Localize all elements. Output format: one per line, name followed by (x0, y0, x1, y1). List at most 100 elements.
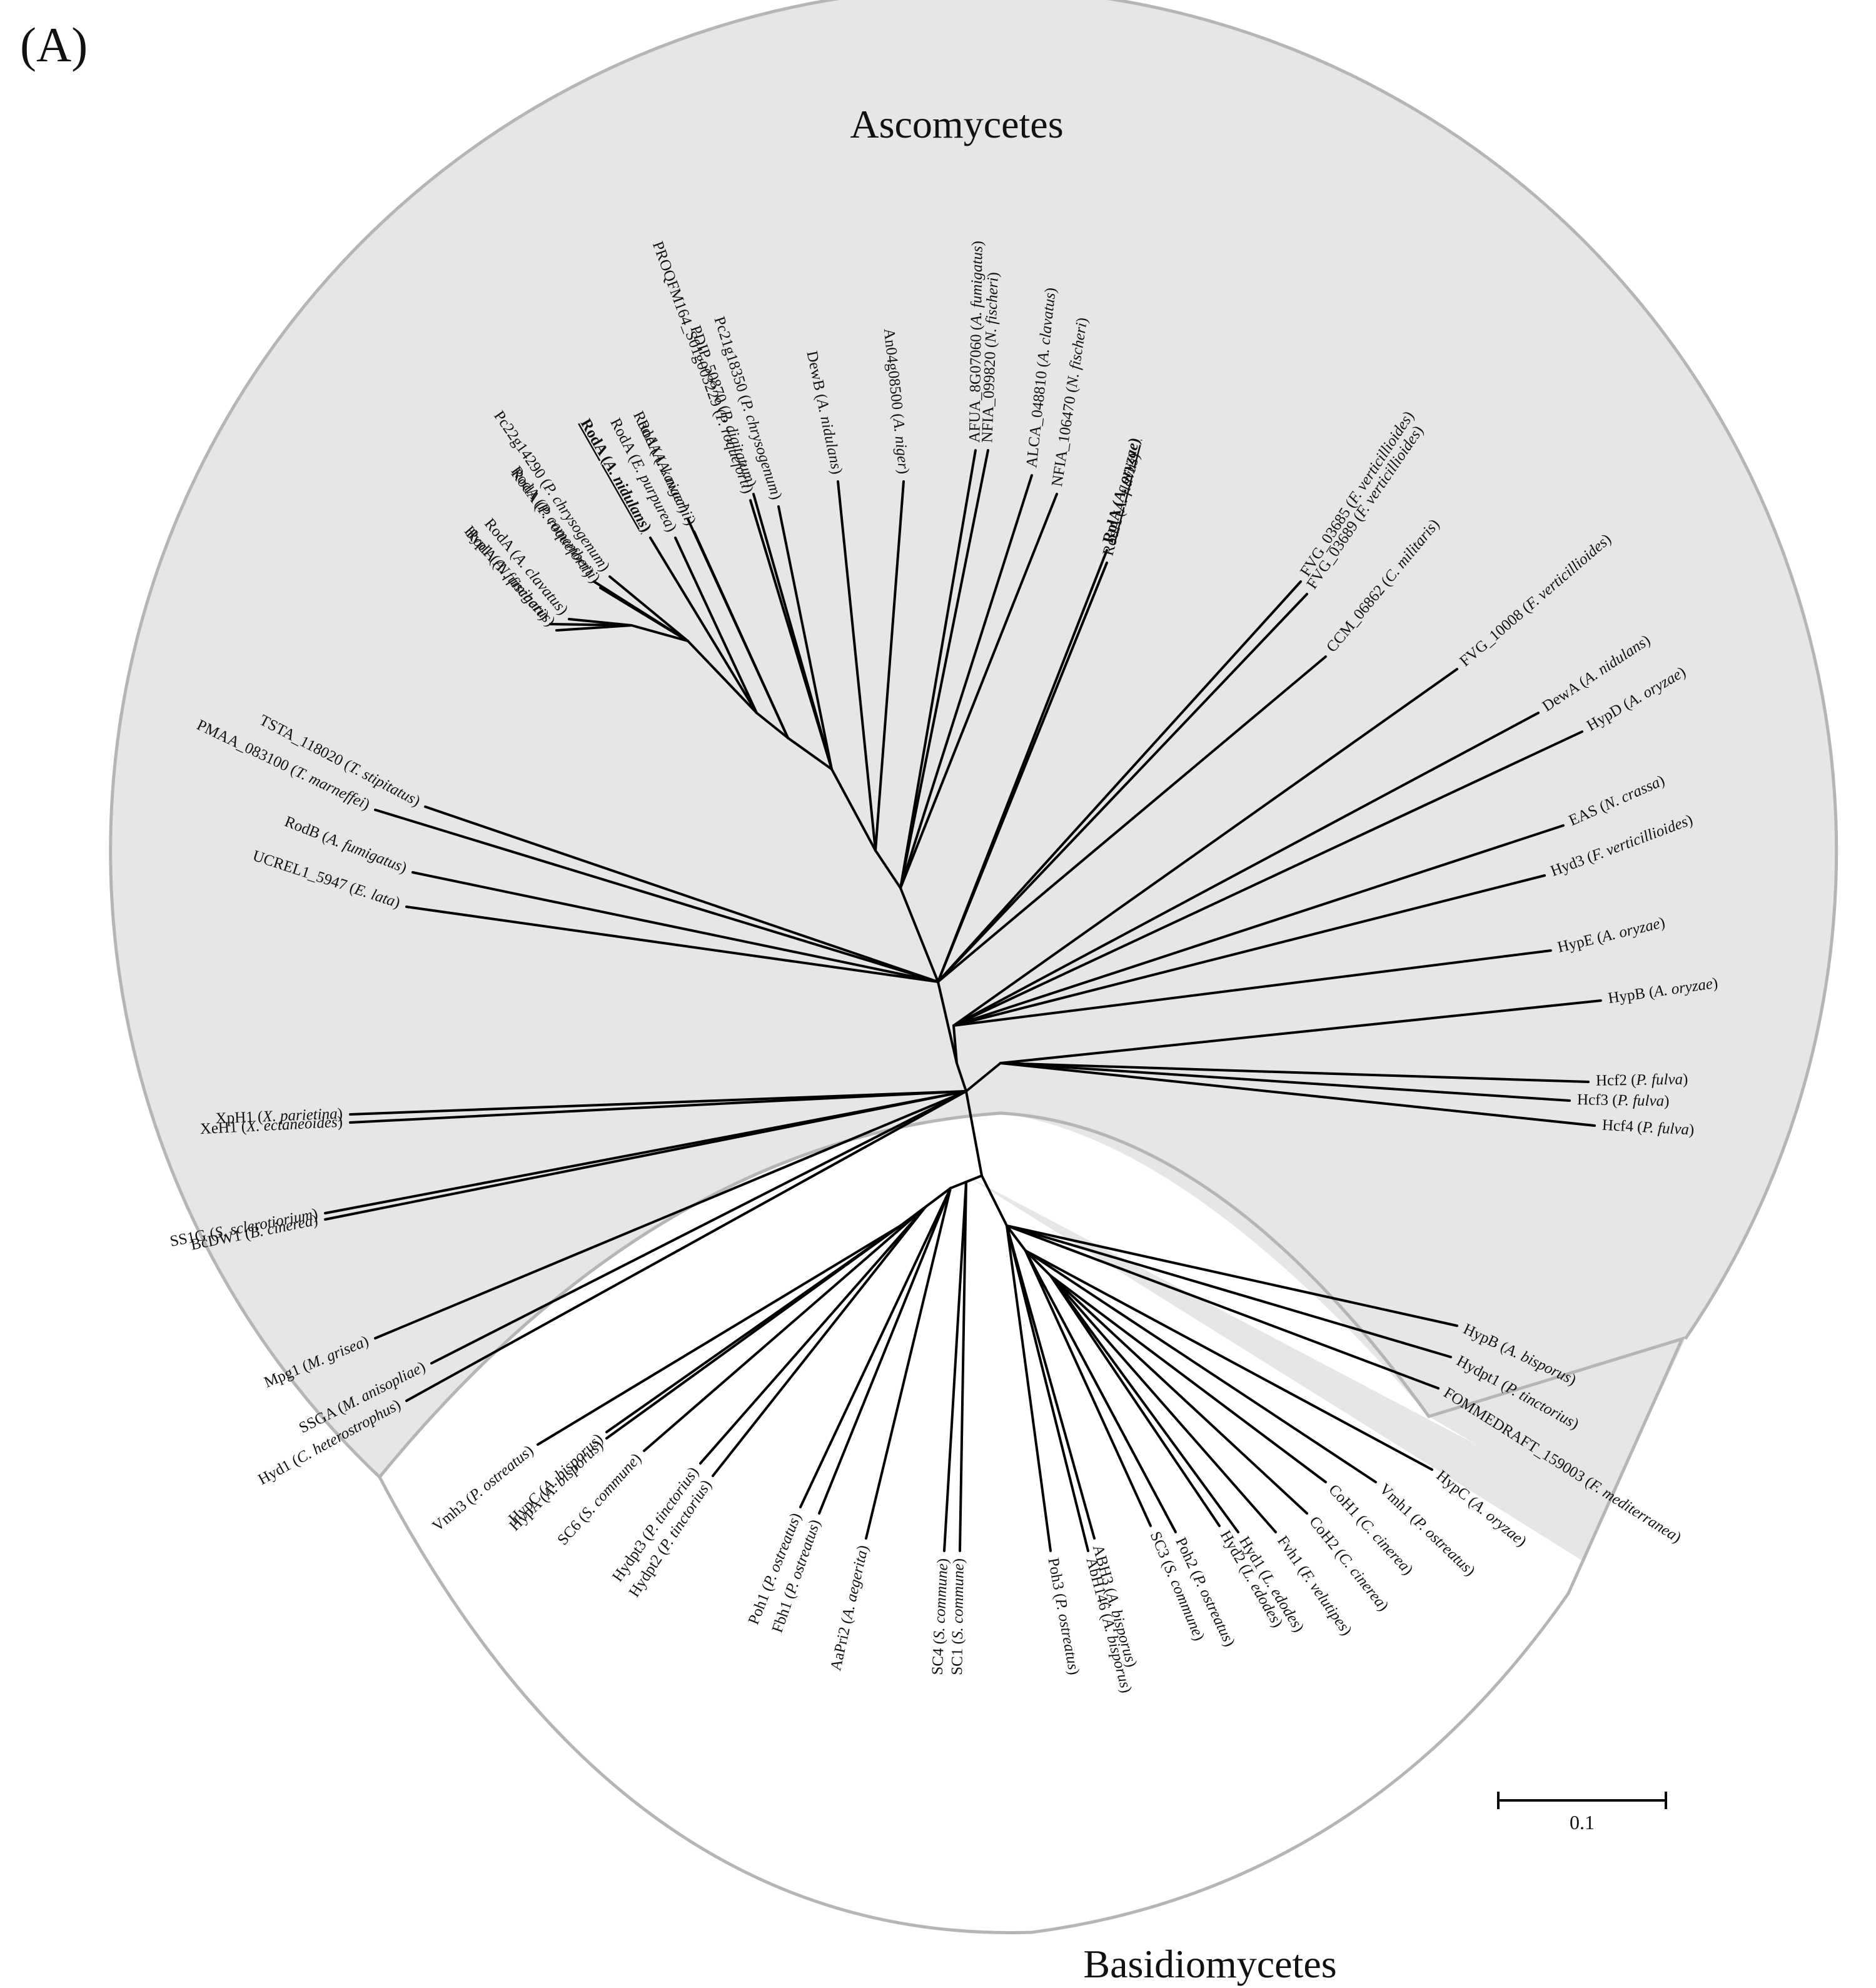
branch-r1-r2 (956, 1062, 967, 1092)
branch-r1-ssga (430, 1090, 967, 1365)
panel-label: (A) (20, 18, 88, 72)
leaf-label-hcf4: Hcf4 (P. fulva) (1601, 1116, 1695, 1138)
leaf-gene: AaPri2 (827, 1625, 854, 1672)
branch-b0-b4 (965, 1174, 983, 1183)
leaf-gene: Hcf2 (1596, 1072, 1627, 1089)
branch-b4-sc4 (943, 1181, 967, 1552)
branch-r3-ccm (937, 655, 1327, 983)
branch-b3-coh1 (1049, 1274, 1327, 1483)
leaf-gene: Fbh1 (769, 1599, 795, 1635)
leaf-species: P. fulva (1635, 1071, 1683, 1088)
branch-rs2-hcf3 (999, 1062, 1571, 1102)
branch-r5-an04 (874, 480, 905, 852)
branch-r4-afua (899, 449, 977, 889)
branch-b3-hyd2_lede (1049, 1274, 1221, 1527)
branch-rs2-hcf2 (999, 1062, 1590, 1083)
group-label-basidiomycetes: Basidiomycetes (1083, 1942, 1336, 1986)
leaf-label-hcf3: Hcf3 (P. fulva) (1577, 1091, 1670, 1109)
branch-rs2-hcf4 (999, 1062, 1596, 1127)
branch-r8-roda_anid (649, 537, 758, 714)
leaf-species: S. commune (949, 1563, 967, 1639)
leaf-species: A. fumigatus (968, 246, 986, 326)
branch-b2-poh2 (1024, 1249, 1177, 1533)
leaf-species: P. ostreatus (466, 1445, 533, 1505)
leaf-gene: Poh3 (1045, 1557, 1067, 1591)
branch-b4-sc1 (959, 1181, 967, 1552)
leaf-label-aapri2: AaPri2 (A. aegerita) (827, 1543, 872, 1672)
branch-rs1-hyd3 (952, 874, 1546, 1027)
branch-r3-pmaa (374, 809, 939, 983)
branch-b5-aapri2 (865, 1187, 952, 1540)
branch-b1-fommed (1006, 1224, 1440, 1390)
branch-r1-mpg1 (374, 1090, 967, 1340)
branch-b5-poh1 (799, 1187, 952, 1508)
branch-r3-rodb (411, 871, 939, 983)
leaf-species: A. aegerita (839, 1549, 870, 1622)
branch-r5-dewb (837, 480, 877, 852)
branch-r6-pdip (752, 493, 833, 770)
basidiomycetes-boundary-ring (378, 1111, 1685, 1935)
group-label-ascomycetes: Ascomycetes (850, 102, 1063, 146)
branch-b0-b1 (981, 1174, 1008, 1227)
leaf-label-sc4: SC4 (S. commune) (929, 1558, 951, 1675)
branch-r4-nfia1 (899, 449, 989, 889)
branch-r1-xph1 (349, 1090, 967, 1116)
branch-r3-fvg03685 (937, 580, 1302, 983)
branch-b1-b2 (1006, 1224, 1027, 1252)
branch-rs2-hypb_aory (999, 999, 1602, 1064)
leaf-gene: NFIA_099820 (979, 351, 999, 443)
leaf-gene: Hcf3 (1577, 1091, 1608, 1109)
branch-r3-tsta (424, 805, 939, 983)
branch-b6-sc6 (643, 1206, 927, 1452)
leaf-species: P. ostreatus (1052, 1597, 1082, 1671)
branch-r5-r6 (830, 768, 877, 852)
branch-r6-r7 (787, 737, 833, 770)
scale-bar: 0.1 (1497, 1792, 1667, 1834)
branch-b6-hydpt2 (712, 1206, 927, 1477)
leaf-species: C. cinerea (1357, 1515, 1413, 1574)
branch-b5-b6 (924, 1187, 952, 1208)
leaf-species: S. commune (930, 1563, 951, 1640)
branch-rs1-hype (952, 949, 1552, 1027)
leaf-label-hcf2: Hcf2 (P. fulva) (1596, 1071, 1688, 1089)
branch-b2-vmh1 (1024, 1249, 1377, 1483)
branch-b7-vmh3 (537, 1224, 902, 1446)
branch-b3-coh2 (1049, 1274, 1308, 1515)
branch-r7-r8 (755, 712, 789, 739)
branch-r4-nfia2 (899, 493, 1058, 889)
branch-r1-xeh1 (349, 1090, 967, 1124)
branch-b5-fbh1 (818, 1187, 952, 1515)
branch-rs1-eas (952, 824, 1565, 1027)
branch-rs1-hypd (952, 730, 1583, 1027)
branch-rs1-fvg10008 (952, 668, 1458, 1027)
leaf-label-sc1: SC1 (S. commune) (949, 1558, 967, 1675)
ascomycetes-boundary-ring (109, 0, 1838, 1478)
branch-r4-r5 (874, 849, 902, 889)
branch-r4-alca (899, 474, 1033, 889)
branch-r9-roda_proq (593, 580, 689, 642)
leaf-gene: XpH1 (215, 1109, 254, 1127)
branch-b6-hydpt3 (699, 1206, 927, 1465)
branch-b3-hyd1_lede (1049, 1274, 1239, 1533)
leaf-species: P. ostreatus (1411, 1513, 1475, 1576)
leaf-species: X. parietina (262, 1106, 338, 1126)
leaf-gene: Hcf4 (1601, 1116, 1634, 1135)
leaf-species: C. cinerea (1335, 1550, 1389, 1610)
leaf-species: P. fulva (1616, 1092, 1664, 1109)
branch-b1-hydpt1 (1006, 1224, 1452, 1358)
leaf-species: P. fulva (1642, 1119, 1690, 1138)
branch-r8-roda_epur (674, 537, 758, 714)
leaf-label-poh3: Poh3 (P. ostreatus) (1045, 1557, 1083, 1676)
branch-r1-b0 (965, 1090, 983, 1177)
branch-b4-b5 (949, 1181, 967, 1189)
leaf-label-afua: AFUA_8G07060 (A. fumigatus) (966, 241, 986, 443)
branch-b7-hypc_abis (605, 1224, 902, 1433)
ascomycetes-shaded-region (110, 0, 1837, 1560)
branch-r1-rs2 (965, 1062, 1002, 1092)
leaf-gene: AFUA_8G07060 (966, 334, 984, 443)
branch-b1-hypb_abis (1006, 1224, 1458, 1327)
branch-r2-r3 (937, 981, 958, 1064)
branch-b1-abh3 (1006, 1224, 1096, 1540)
branch-r9-pc22 (608, 575, 689, 642)
leaf-gene: SC1 (949, 1648, 966, 1675)
